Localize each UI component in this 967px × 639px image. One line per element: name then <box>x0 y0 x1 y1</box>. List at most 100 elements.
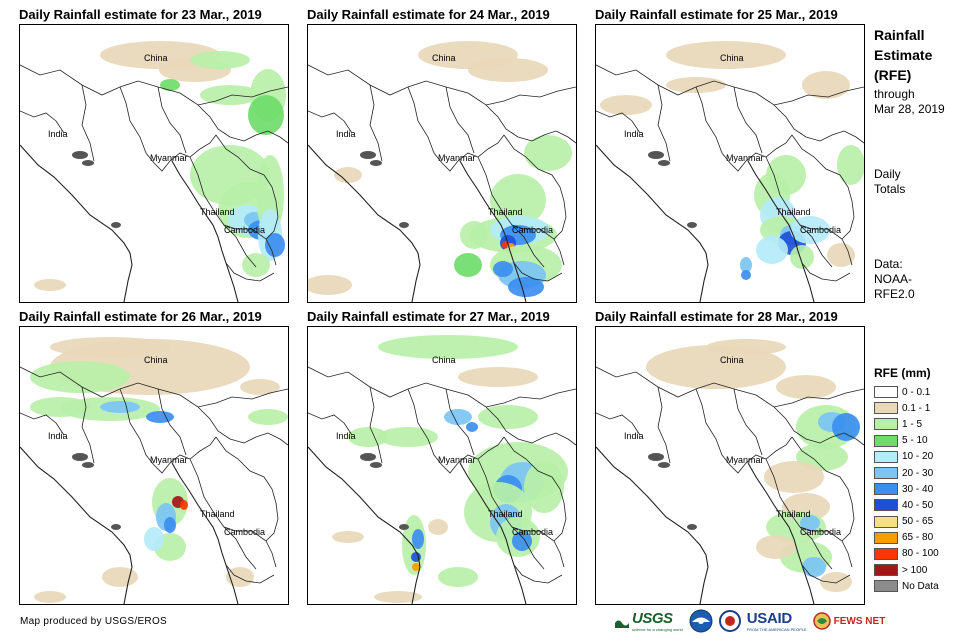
panel-title: Daily Rainfall estimate for 24 Mar., 201… <box>307 7 550 22</box>
rainfall-area <box>666 41 786 69</box>
country-border <box>157 388 187 456</box>
country-border <box>308 110 353 134</box>
no-data-patch <box>687 524 697 530</box>
country-label-thailand: Thailand <box>488 509 523 519</box>
country-border <box>511 526 565 568</box>
rainfall-area <box>242 253 270 277</box>
title-line-3: (RFE) <box>874 67 912 83</box>
coastline <box>596 446 709 604</box>
rainfall-area <box>378 427 438 447</box>
country-label-cambodia: Cambodia <box>800 527 842 537</box>
no-data-patch <box>82 160 94 166</box>
legend-swatch <box>874 531 898 544</box>
country-border <box>596 110 641 134</box>
legend-swatch <box>874 547 898 560</box>
map-frame: China India Myanmar Thailand Cambodia <box>307 326 577 605</box>
coastline <box>171 462 239 604</box>
usaid-logo: USAID FROM THE AMERICAN PEOPLE <box>747 610 807 632</box>
panel-title: Daily Rainfall estimate for 27 Mar., 201… <box>307 309 550 324</box>
rainfall-area <box>334 167 362 183</box>
data-label: Data: <box>874 257 903 271</box>
country-label-thailand: Thailand <box>776 509 811 519</box>
rainfall-area <box>164 517 176 533</box>
noaa-seal-icon <box>689 609 713 633</box>
country-label-china: China <box>144 53 168 63</box>
country-border <box>119 86 217 172</box>
legend-item: 0.1 - 1 <box>874 400 964 416</box>
country-border <box>20 412 65 436</box>
country-border <box>733 86 763 154</box>
rainfall-area <box>508 277 544 297</box>
rainfall-area <box>308 275 352 295</box>
country-border <box>407 388 505 474</box>
country-border <box>157 86 187 154</box>
country-label-india: India <box>336 431 356 441</box>
rainfall-area <box>820 572 852 592</box>
rainfall-map <box>308 335 576 604</box>
no-data-patch <box>370 160 382 166</box>
rainfall-area <box>100 401 140 413</box>
usaid-wordmark: USAID <box>746 610 792 627</box>
legend-title: RFE (mm) <box>874 366 931 380</box>
rainfall-area <box>226 567 254 587</box>
usaid-seal-icon <box>718 610 741 632</box>
country-border <box>657 84 671 162</box>
no-data-patch <box>72 453 88 461</box>
legend-label: 20 - 30 <box>902 467 934 479</box>
rainfall-area <box>412 529 424 549</box>
country-border <box>20 110 65 134</box>
country-border <box>215 436 279 542</box>
rainfall-area <box>466 422 478 432</box>
legend-swatch <box>874 450 898 463</box>
rainfall-area <box>374 591 422 603</box>
no-data-patch <box>648 453 664 461</box>
country-border <box>765 458 833 570</box>
coastline <box>171 160 239 302</box>
legend-item: 1 - 5 <box>874 416 964 432</box>
rainfall-area <box>412 563 420 571</box>
country-border <box>445 86 475 154</box>
country-border <box>511 224 565 266</box>
rainfall-area <box>493 261 513 277</box>
legend-swatch <box>874 434 898 447</box>
country-border <box>81 84 95 162</box>
fewsnet-globe-icon <box>812 612 831 630</box>
legend-swatch <box>874 483 898 496</box>
rainfall-area <box>248 95 284 135</box>
country-label-cambodia: Cambodia <box>512 527 554 537</box>
legend-item: 50 - 65 <box>874 514 964 530</box>
country-label-myanmar: Myanmar <box>726 153 764 163</box>
country-border <box>801 262 851 282</box>
country-border <box>596 412 641 436</box>
legend-label: 10 - 20 <box>902 451 934 463</box>
rainfall-area <box>776 375 836 399</box>
usgs-wave-icon <box>615 620 629 628</box>
rainfall-area <box>802 557 826 577</box>
rainfall-area <box>160 79 180 91</box>
legend-swatch <box>874 386 898 399</box>
logo-strip: USGS science for a changing world USAID … <box>615 606 885 636</box>
rainfall-area <box>524 135 572 171</box>
country-border <box>799 526 853 568</box>
country-border <box>485 406 576 446</box>
rainfall-area <box>34 279 66 291</box>
through-label: through <box>874 87 915 101</box>
country-label-cambodia: Cambodia <box>800 225 842 235</box>
rainfall-area <box>490 174 546 226</box>
country-border <box>308 366 576 408</box>
country-border <box>477 458 545 570</box>
rainfall-area <box>454 253 482 277</box>
legend-item: 30 - 40 <box>874 481 964 497</box>
legend-swatch <box>874 467 898 480</box>
country-label-thailand: Thailand <box>776 207 811 217</box>
rainfall-map-panel: Daily Rainfall estimate for 27 Mar., 201… <box>307 308 577 605</box>
legend-label: 65 - 80 <box>902 532 934 544</box>
legend-swatch <box>874 515 898 528</box>
country-border <box>791 436 855 542</box>
country-label-china: China <box>144 355 168 365</box>
rainfall-area <box>706 339 786 355</box>
no-data-patch <box>658 462 670 468</box>
country-border <box>695 388 793 474</box>
country-label-cambodia: Cambodia <box>224 225 266 235</box>
title-line-1: Rainfall <box>874 27 925 43</box>
